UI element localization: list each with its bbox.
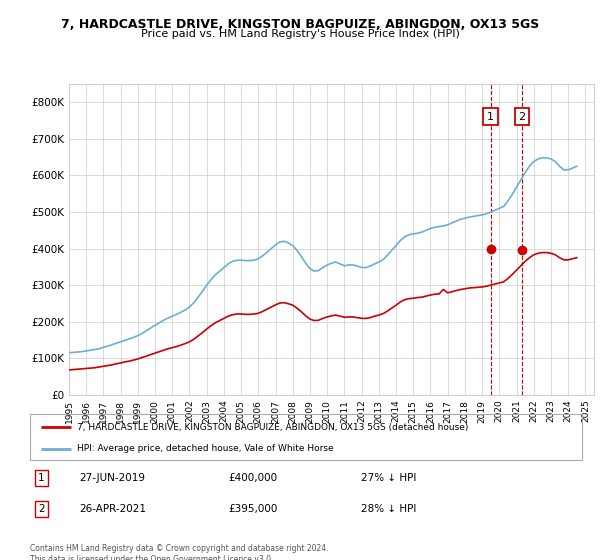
Text: 1: 1: [487, 111, 494, 122]
Text: 28% ↓ HPI: 28% ↓ HPI: [361, 503, 416, 514]
Text: 27% ↓ HPI: 27% ↓ HPI: [361, 473, 416, 483]
Text: 27-JUN-2019: 27-JUN-2019: [80, 473, 146, 483]
Text: 26-APR-2021: 26-APR-2021: [80, 503, 146, 514]
Text: 7, HARDCASTLE DRIVE, KINGSTON BAGPUIZE, ABINGDON, OX13 5GS: 7, HARDCASTLE DRIVE, KINGSTON BAGPUIZE, …: [61, 18, 539, 31]
Text: 2: 2: [38, 503, 45, 514]
Text: 1: 1: [38, 473, 45, 483]
Text: Contains HM Land Registry data © Crown copyright and database right 2024.
This d: Contains HM Land Registry data © Crown c…: [30, 544, 329, 560]
Text: 2: 2: [518, 111, 526, 122]
Text: £400,000: £400,000: [229, 473, 278, 483]
Text: 7, HARDCASTLE DRIVE, KINGSTON BAGPUIZE, ABINGDON, OX13 5GS (detached house): 7, HARDCASTLE DRIVE, KINGSTON BAGPUIZE, …: [77, 423, 468, 432]
Text: Price paid vs. HM Land Registry's House Price Index (HPI): Price paid vs. HM Land Registry's House …: [140, 29, 460, 39]
Text: HPI: Average price, detached house, Vale of White Horse: HPI: Average price, detached house, Vale…: [77, 444, 334, 454]
Text: £395,000: £395,000: [229, 503, 278, 514]
